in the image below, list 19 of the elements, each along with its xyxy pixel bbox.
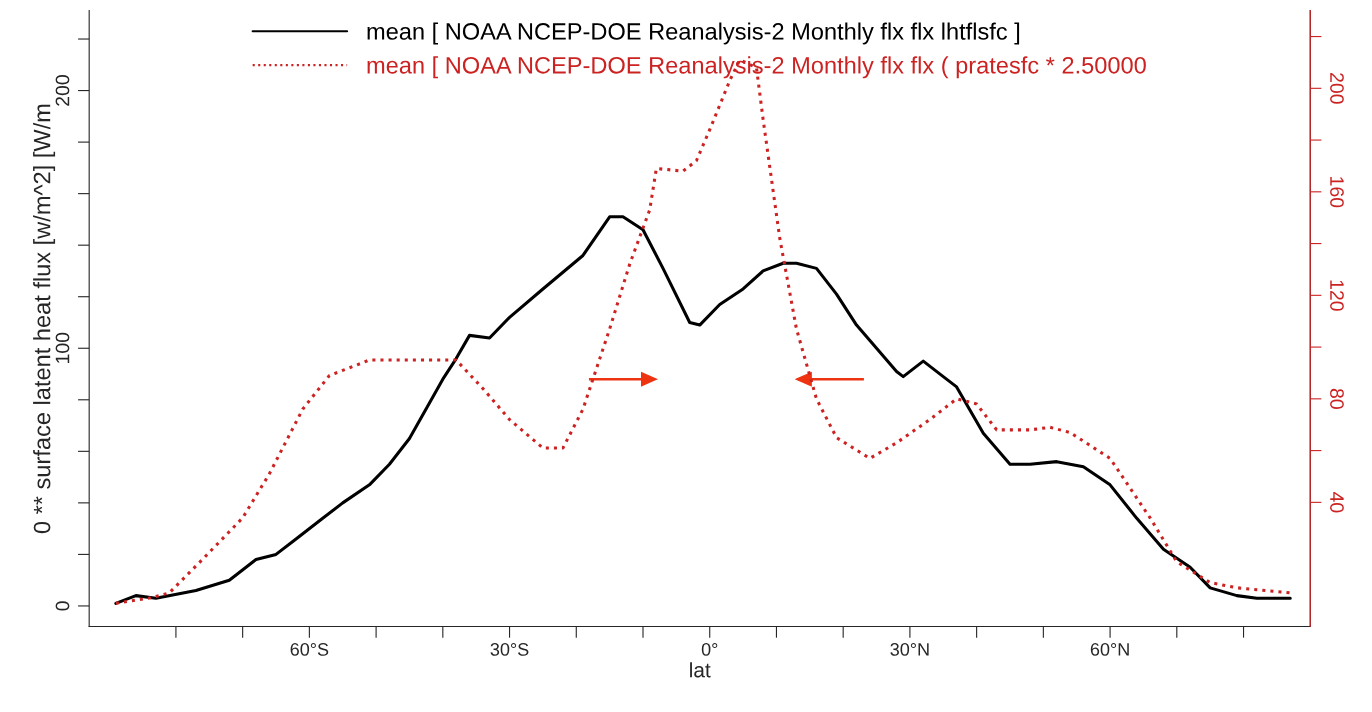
y2-tick-label: 120 — [1330, 280, 1344, 311]
legend-label: mean [ NOAA NCEP-DOE Reanalysis-2 Monthly flx flx lhtflsfc ] — [367, 22, 1020, 45]
x-tick-label: 0° — [701, 643, 718, 656]
y-tick-label: 0 — [55, 601, 70, 611]
line-series — [114, 215, 1292, 605]
x-axis-title: lat — [690, 662, 711, 678]
x-tick-label: 30°N — [890, 643, 929, 656]
x-tick-label: 60°N — [1090, 643, 1129, 656]
y-axis-title: 0 ** surface latent heat flux [w/m^2] [W/m — [33, 104, 56, 534]
legend-label: mean [ NOAA NCEP-DOE Reanalysis-2 Monthly flx flx ( pratesfc * 2.50000 — [367, 56, 1146, 79]
x-tick-label: 30°S — [490, 643, 529, 656]
line-series — [114, 58, 1292, 605]
y2-tick-label: 80 — [1330, 388, 1344, 409]
y2-tick-label: 40 — [1330, 491, 1344, 513]
y2-tick-label: 160 — [1330, 177, 1344, 208]
y-tick-label: 200 — [55, 75, 70, 106]
y2-tick-label: 200 — [1330, 73, 1344, 104]
x-tick-label: 60°S — [290, 643, 329, 656]
y-tick-label: 100 — [55, 332, 70, 363]
